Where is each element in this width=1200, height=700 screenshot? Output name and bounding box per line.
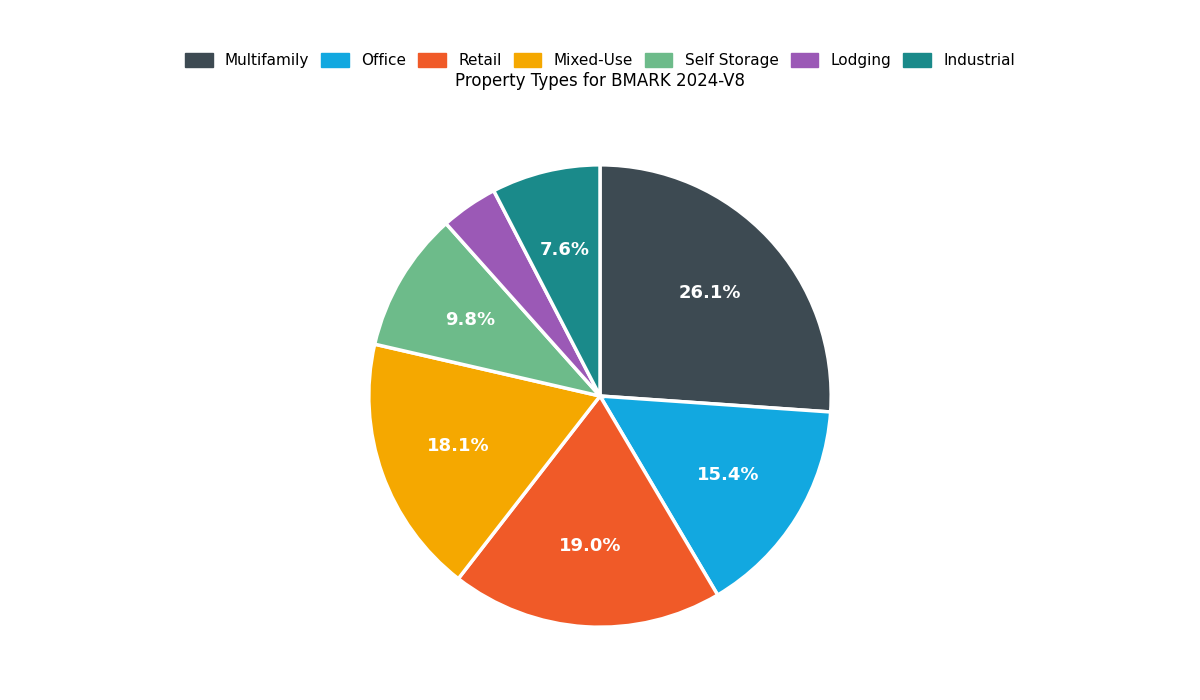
Text: 7.6%: 7.6%: [540, 241, 589, 259]
Title: Property Types for BMARK 2024-V8: Property Types for BMARK 2024-V8: [455, 72, 745, 90]
Wedge shape: [368, 344, 600, 579]
Legend: Multifamily, Office, Retail, Mixed-Use, Self Storage, Lodging, Industrial: Multifamily, Office, Retail, Mixed-Use, …: [178, 46, 1022, 76]
Text: 9.8%: 9.8%: [445, 311, 496, 328]
Text: 19.0%: 19.0%: [559, 537, 622, 555]
Text: 15.4%: 15.4%: [697, 466, 760, 484]
Wedge shape: [374, 223, 600, 396]
Wedge shape: [493, 164, 600, 396]
Wedge shape: [600, 164, 832, 412]
Text: 18.1%: 18.1%: [427, 438, 490, 456]
Wedge shape: [458, 396, 718, 627]
Wedge shape: [446, 190, 600, 396]
Text: 26.1%: 26.1%: [679, 284, 742, 302]
Wedge shape: [600, 396, 830, 595]
